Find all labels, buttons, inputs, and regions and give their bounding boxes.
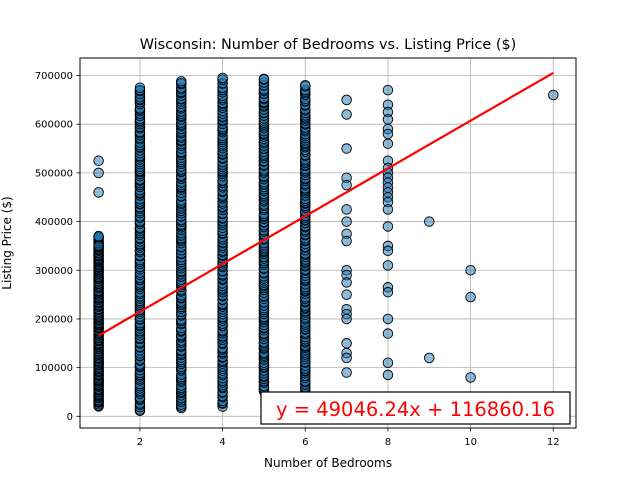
- equation-text: y = 49046.24x + 116860.16: [276, 398, 555, 421]
- y-tick-label: 500000: [35, 168, 73, 179]
- data-point: [424, 352, 435, 364]
- data-point: [382, 114, 394, 125]
- y-tick-label: 300000: [35, 266, 73, 277]
- data-point: [465, 372, 476, 383]
- data-point: [382, 138, 394, 149]
- data-point: [93, 240, 104, 252]
- y-tick-label: 100000: [35, 363, 73, 374]
- equation-annotation: y = 49046.24x + 116860.16: [260, 391, 571, 425]
- data-point: [465, 265, 476, 276]
- data-point: [382, 369, 394, 381]
- data-point: [382, 328, 394, 339]
- data-point: [382, 245, 394, 257]
- x-tick-label: 12: [547, 437, 560, 448]
- data-point: [382, 84, 394, 96]
- x-tick-label: 4: [219, 437, 225, 448]
- data-point: [382, 313, 394, 325]
- x-tick-label: 2: [137, 437, 143, 448]
- data-point: [382, 260, 394, 271]
- data-point: [382, 128, 394, 140]
- y-tick-label: 200000: [35, 314, 73, 325]
- data-point: [341, 338, 352, 349]
- x-tick-label: 6: [302, 437, 308, 448]
- axes-frame: [79, 57, 577, 429]
- y-tick-label: 0: [67, 412, 73, 423]
- data-point: [93, 187, 104, 198]
- data-points: [93, 72, 559, 417]
- data-point: [341, 204, 352, 215]
- data-point: [93, 155, 104, 166]
- data-point: [134, 82, 146, 94]
- data-point: [465, 291, 476, 303]
- data-point: [341, 143, 352, 154]
- data-point: [382, 357, 394, 369]
- data-point: [341, 277, 352, 288]
- regression-line: [98, 71, 554, 337]
- y-axis-label: Listing Price ($): [0, 196, 14, 289]
- data-point: [341, 235, 352, 247]
- data-point: [217, 72, 228, 84]
- regression-layer: [98, 71, 554, 337]
- data-point: [382, 204, 394, 215]
- data-point: [341, 94, 352, 106]
- data-point: [300, 80, 311, 91]
- data-point: [341, 179, 352, 191]
- axis-ticks: 2 4 6 8 10 12 0 100000 200000 300000 400000 500000 6…: [35, 71, 560, 448]
- data-point: [341, 216, 352, 227]
- x-tick-label: 10: [464, 437, 477, 448]
- data-point: [548, 89, 559, 101]
- data-point: [176, 76, 187, 87]
- data-point: [258, 73, 270, 85]
- data-point: [93, 230, 104, 242]
- equation-box: [260, 391, 571, 425]
- chart-title: Wisconsin: Number of Bedrooms vs. Listin…: [140, 37, 516, 53]
- x-axis-label: Number of Bedrooms: [264, 456, 392, 470]
- y-tick-label: 400000: [35, 217, 73, 228]
- y-tick-label: 600000: [35, 120, 73, 131]
- data-point: [424, 216, 435, 227]
- data-point: [382, 221, 394, 232]
- data-point: [341, 313, 352, 325]
- data-point: [341, 367, 352, 378]
- x-tick-label: 8: [385, 437, 391, 448]
- data-point: [341, 109, 352, 120]
- data-point: [341, 352, 352, 364]
- data-point: [341, 289, 352, 300]
- y-tick-label: 700000: [35, 71, 73, 82]
- data-point: [93, 167, 104, 179]
- data-point: [382, 286, 394, 298]
